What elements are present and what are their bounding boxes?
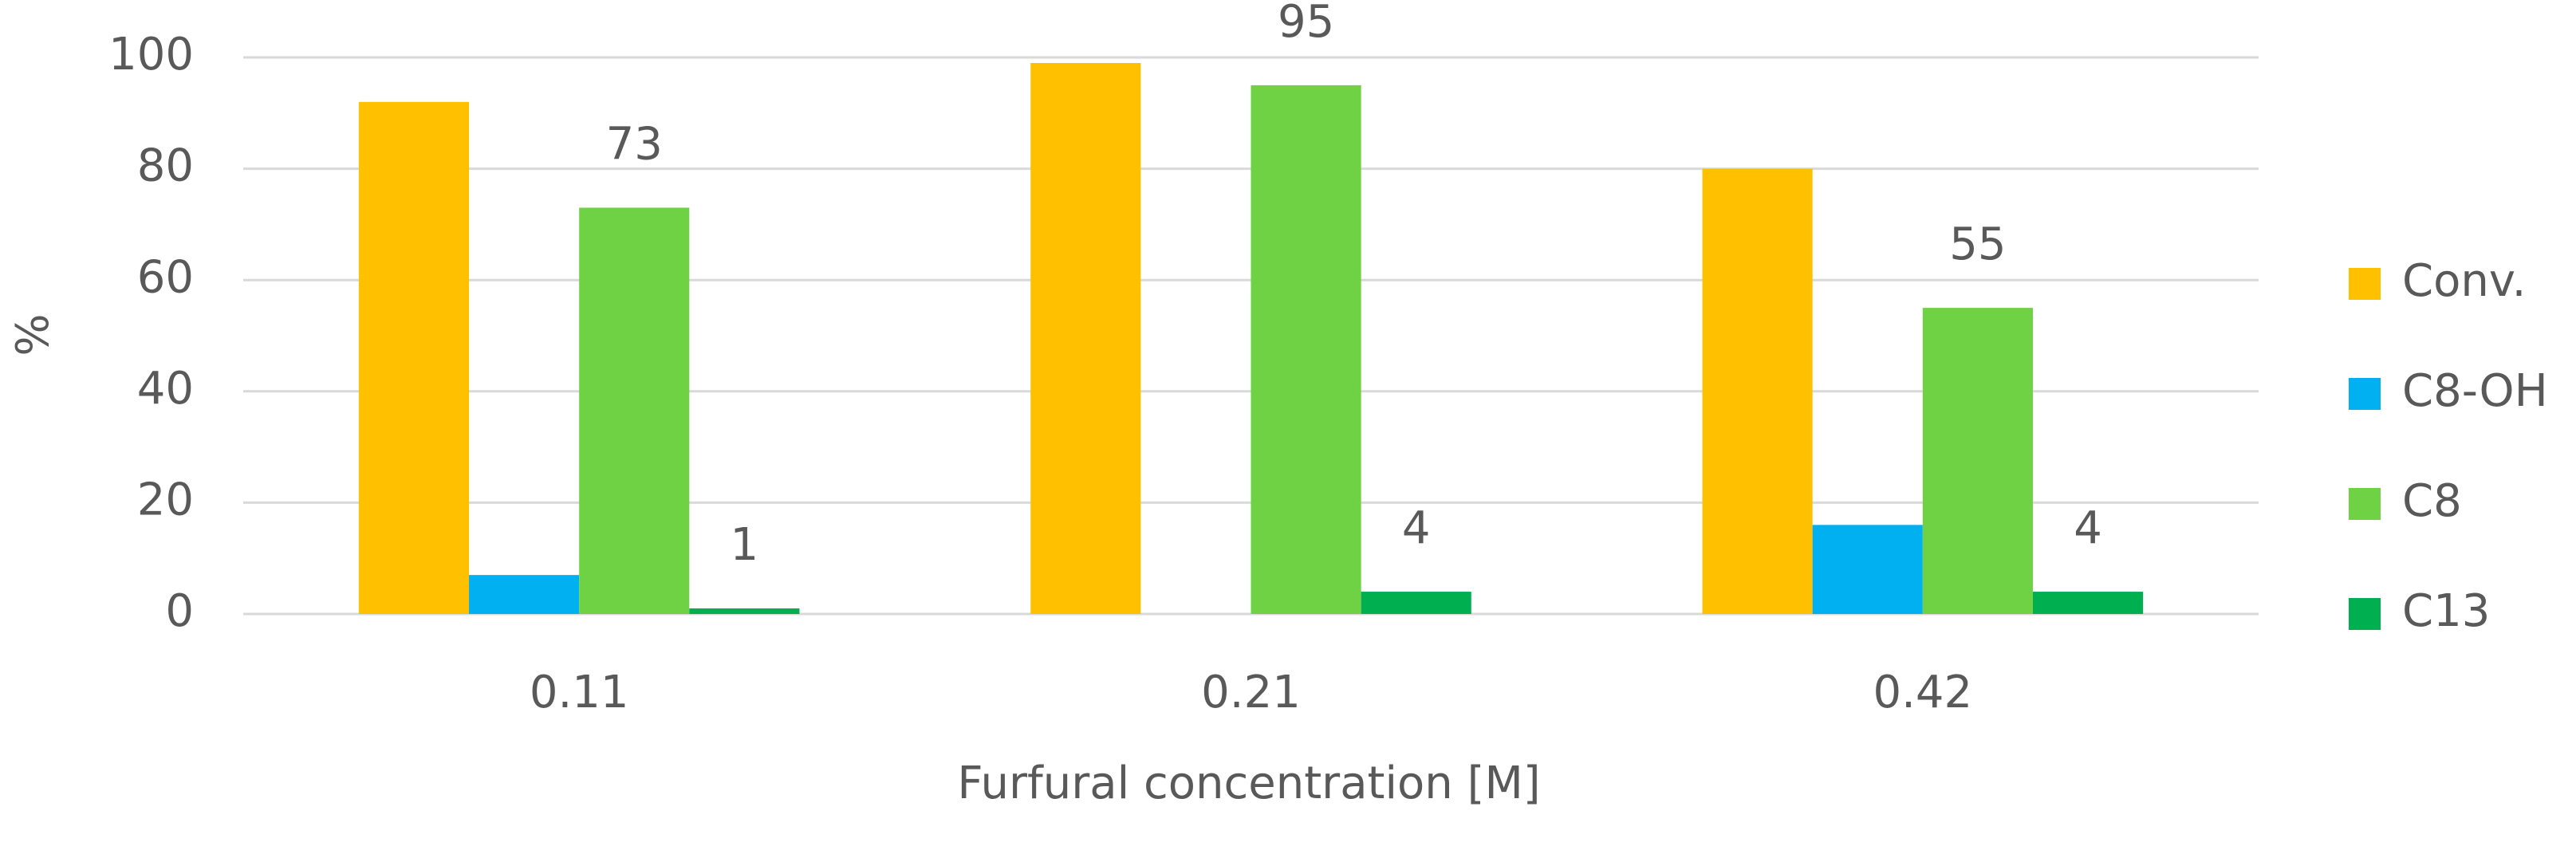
legend-swatch <box>2349 378 2381 410</box>
y-tick-label: 40 <box>137 363 194 415</box>
bar <box>358 101 470 615</box>
y-tick-label: 80 <box>137 140 194 192</box>
data-label: 4 <box>2074 502 2102 554</box>
data-label: 95 <box>1278 0 1334 48</box>
legend-swatch <box>2349 598 2381 630</box>
legend-label: C8-OH <box>2402 365 2548 417</box>
bar <box>469 575 580 614</box>
y-tick-label: 20 <box>137 474 194 526</box>
y-tick-label: 0 <box>165 585 194 637</box>
x-tick-label: 0.42 <box>1873 667 1972 718</box>
bar <box>1361 592 1471 614</box>
bar <box>579 207 690 614</box>
legend-swatch <box>2349 488 2381 520</box>
legend-label: C13 <box>2402 585 2490 637</box>
bar <box>1922 308 2033 614</box>
bar <box>1030 62 1141 615</box>
y-tick-label: 100 <box>108 29 194 81</box>
y-axis-title: % <box>7 313 59 356</box>
bar <box>1251 85 1361 614</box>
bar <box>1702 168 1813 615</box>
data-label: 73 <box>606 119 663 171</box>
x-tick-label: 0.21 <box>1201 667 1301 718</box>
data-label: 4 <box>1402 502 1431 554</box>
bar <box>1812 525 1923 614</box>
legend-label: C8 <box>2402 475 2462 527</box>
data-label: 55 <box>1949 218 2006 270</box>
data-label: 1 <box>731 519 759 571</box>
y-tick-label: 60 <box>137 251 194 303</box>
legend-swatch <box>2349 268 2381 300</box>
legend-label: Conv. <box>2402 255 2526 307</box>
bar <box>689 608 800 614</box>
bar <box>2032 592 2144 614</box>
x-axis-title: Furfural concentration [M] <box>957 758 1540 809</box>
x-tick-label: 0.11 <box>530 667 629 718</box>
